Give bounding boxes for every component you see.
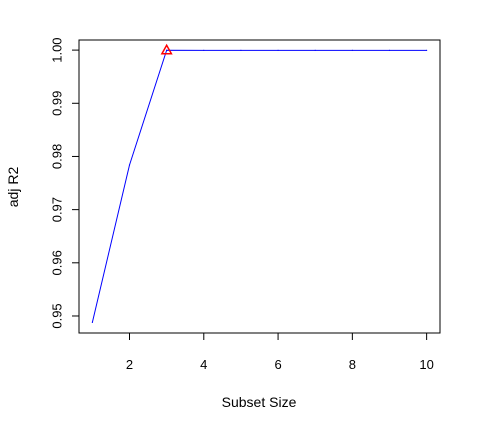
- data-point: [166, 49, 168, 51]
- y-tick-label: 0.96: [50, 250, 65, 275]
- series-line: [91, 49, 427, 323]
- max-point-marker: [160, 43, 173, 55]
- x-tick-label: 6: [274, 357, 281, 372]
- data-point: [203, 49, 205, 51]
- data-point: [426, 49, 428, 51]
- y-tick-label: 1.00: [50, 37, 65, 62]
- x-axis: 2 4 6 8 10: [126, 332, 434, 372]
- x-tick-label: 8: [349, 357, 356, 372]
- y-tick-label: 0.98: [50, 144, 65, 169]
- data-point: [314, 49, 316, 51]
- y-tick-label: 0.95: [50, 303, 65, 328]
- plot-box: [78, 39, 441, 334]
- y-tick-label: 0.97: [50, 197, 65, 222]
- y-tick-label: 0.99: [50, 91, 65, 116]
- data-point: [277, 49, 279, 51]
- data-point: [388, 49, 391, 51]
- x-tick-label: 4: [200, 357, 207, 372]
- data-point: [351, 49, 353, 51]
- x-axis-label: Subset Size: [222, 394, 297, 410]
- y-axis-label: adj R2: [5, 167, 21, 208]
- data-point: [91, 321, 93, 323]
- data-point: [240, 49, 242, 51]
- data-points: [91, 49, 428, 323]
- y-axis: 0.95 0.96 0.97 0.98 0.99 1.00: [50, 37, 80, 329]
- x-tick-label: 10: [419, 357, 433, 372]
- data-point: [128, 164, 131, 166]
- x-tick-label: 2: [126, 357, 133, 372]
